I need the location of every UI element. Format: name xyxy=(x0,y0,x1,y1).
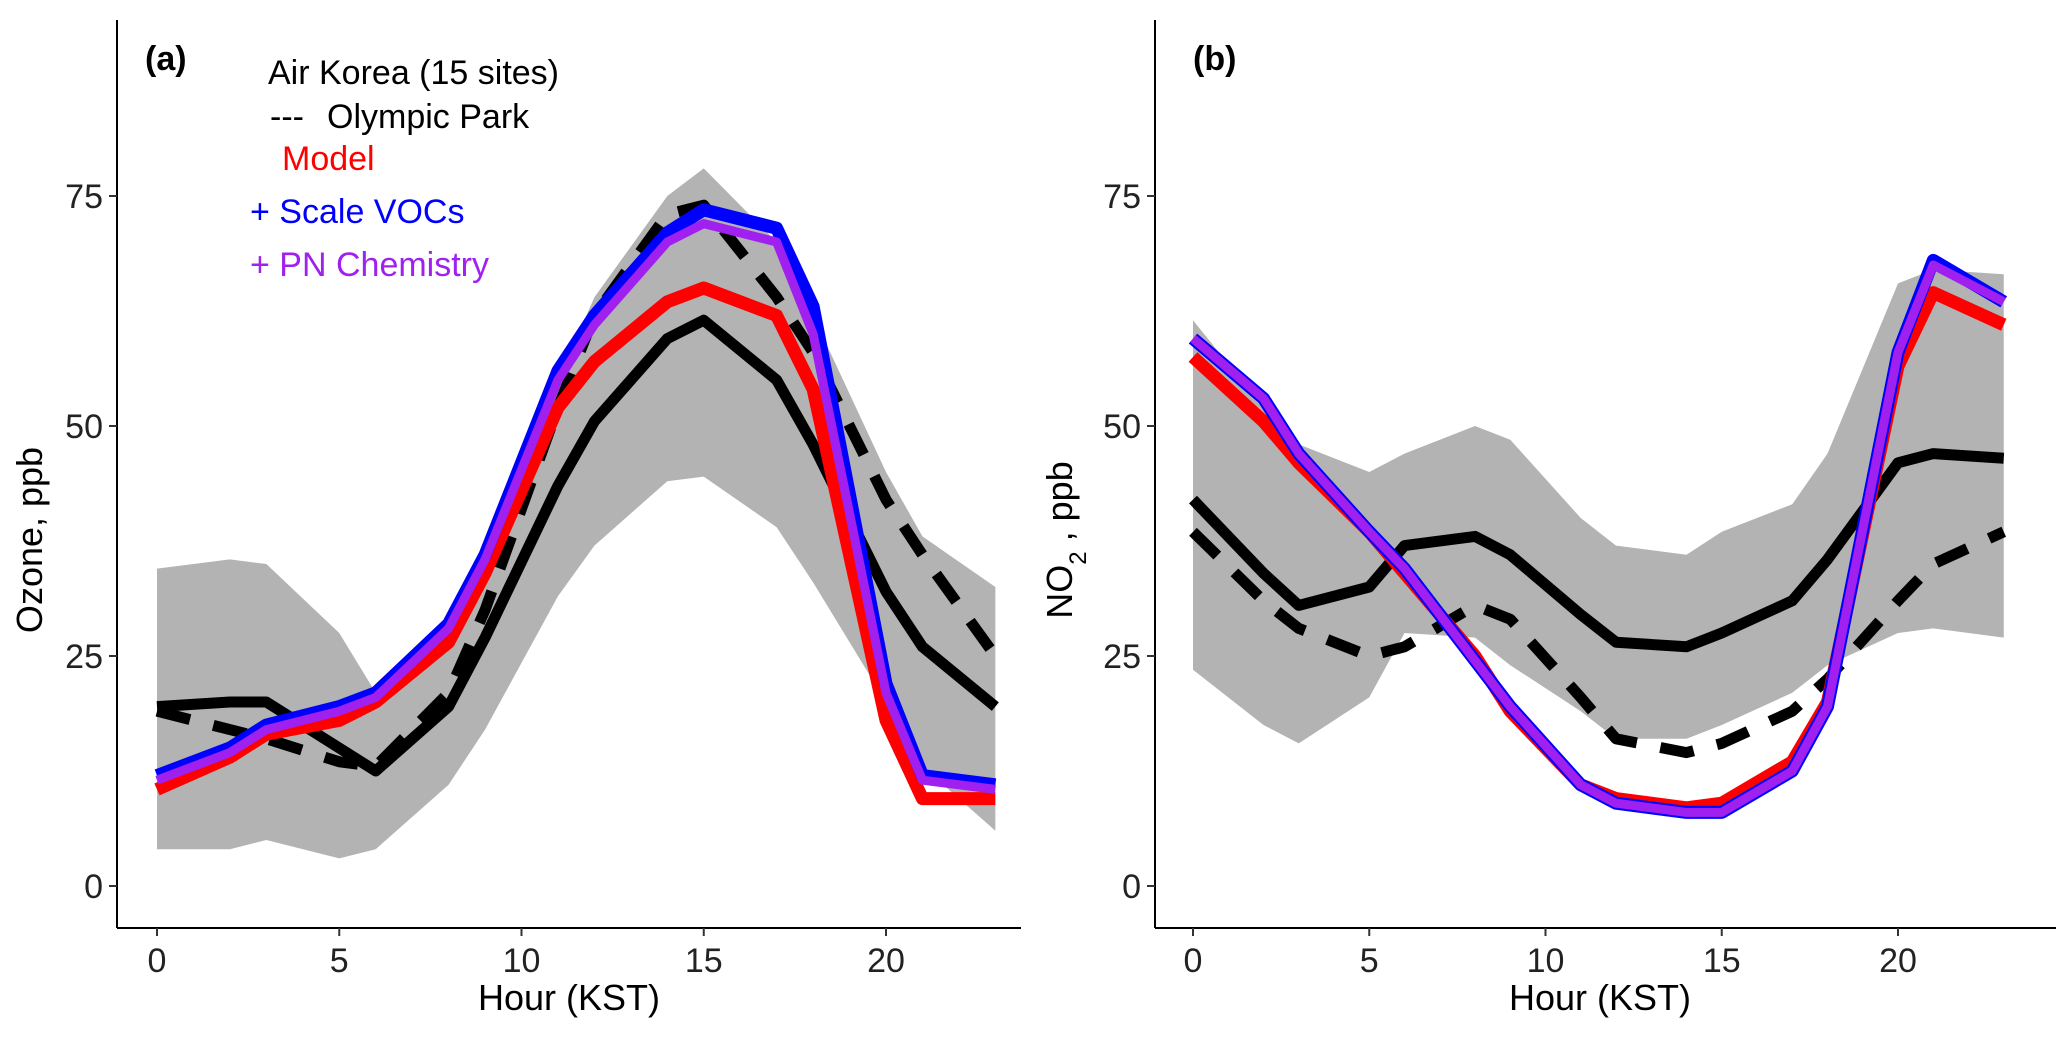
series-pn_chem-line xyxy=(1190,260,2006,817)
legend-model: Model xyxy=(282,140,375,178)
x-tick-label: 15 xyxy=(1703,942,1741,980)
y-tick-label: 25 xyxy=(1103,638,1141,676)
panel-label: (b) xyxy=(1193,40,1236,78)
x-tick-label: 10 xyxy=(503,942,541,980)
x-axis-title: Hour (KST) xyxy=(478,977,660,1018)
panel-label: (a) xyxy=(145,40,187,78)
y-tick-label: 75 xyxy=(1103,178,1141,216)
x-tick-label: 20 xyxy=(1879,942,1917,980)
panel-b-no2: 0 25 50 75 0 5 10 15 20 Hour (KST) NO2 , ppb (b) xyxy=(1039,20,2056,1018)
y-tick-label: 50 xyxy=(65,408,103,446)
x-tick-label: 5 xyxy=(330,942,349,980)
legend: Air Korea (15 sites) --- Olympic Park Mo… xyxy=(250,54,559,284)
y-tick-label: 0 xyxy=(1122,868,1141,906)
x-tick-label: 0 xyxy=(1184,942,1203,980)
x-tick-label: 5 xyxy=(1360,942,1379,980)
legend-scale-vocs: + Scale VOCs xyxy=(250,193,464,231)
y-axis-title: NO2 , ppb xyxy=(1039,461,1092,618)
y-tick-label: 0 xyxy=(84,868,103,906)
y-tick-label: 75 xyxy=(65,178,103,216)
series-model-line xyxy=(154,281,996,806)
x-axis-title: Hour (KST) xyxy=(1509,977,1691,1018)
legend-olympic-park: Olympic Park xyxy=(327,98,530,136)
x-tick-label: 15 xyxy=(685,942,723,980)
y-axis-title: Ozone, ppb xyxy=(9,447,50,633)
x-tick-label: 20 xyxy=(867,942,905,980)
series-dashed-line xyxy=(1189,526,2007,759)
x-tick-label: 10 xyxy=(1527,942,1565,980)
legend-pn-chemistry: + PN Chemistry xyxy=(250,246,489,284)
series-dashed-line xyxy=(155,199,1000,772)
y-tick-label: 50 xyxy=(1103,408,1141,446)
range-band xyxy=(1193,269,2004,744)
legend-air-korea: Air Korea (15 sites) xyxy=(268,54,559,92)
panel-a-ozone: 0 25 50 75 0 5 10 15 20 Hour (KST) Ozone, ppb (a) xyxy=(9,20,1021,1018)
legend-olympic-dash: --- xyxy=(270,98,304,136)
x-tick-label: 0 xyxy=(148,942,167,980)
series-pn_chem-line xyxy=(155,219,996,794)
y-tick-label: 25 xyxy=(65,638,103,676)
